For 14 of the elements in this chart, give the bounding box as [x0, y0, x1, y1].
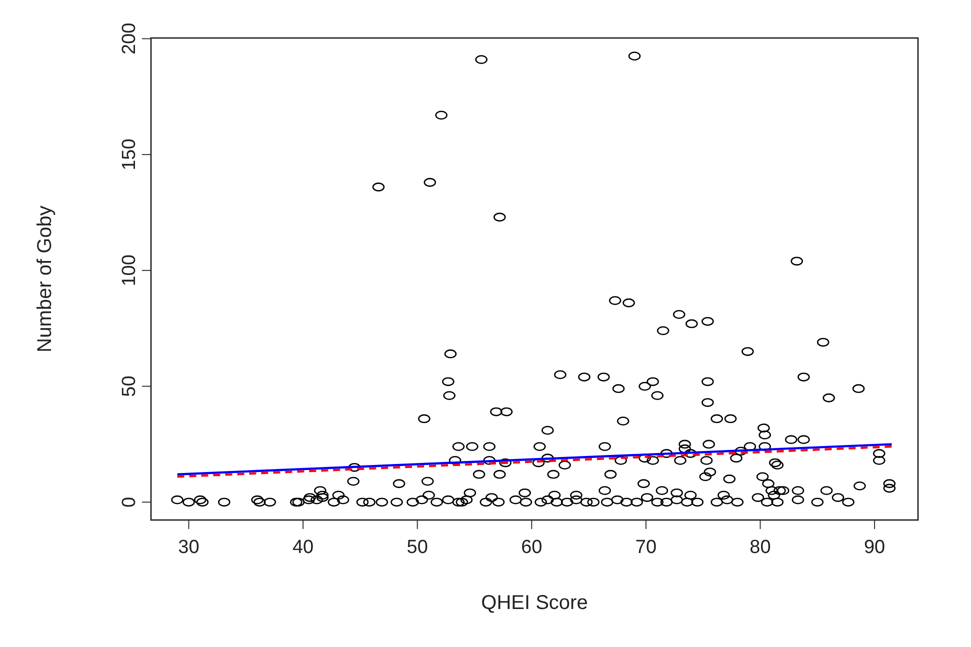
y-tick-label: 0 — [119, 496, 140, 508]
y-tick-label: 50 — [119, 376, 140, 397]
y-tick-label: 200 — [119, 22, 140, 55]
x-tick-label: 60 — [521, 537, 542, 558]
x-tick-label: 70 — [635, 537, 657, 558]
y-axis-title: Number of Goby — [34, 206, 56, 352]
x-tick-label: 80 — [750, 537, 771, 558]
y-tick-label: 150 — [119, 138, 140, 170]
x-tick-label: 40 — [292, 537, 314, 558]
x-tick-label: 30 — [178, 537, 200, 558]
x-tick-label: 90 — [864, 537, 886, 558]
y-tick-label: 100 — [119, 254, 140, 286]
x-tick-label: 50 — [406, 537, 428, 558]
x-axis-title: QHEI Score — [481, 592, 588, 614]
